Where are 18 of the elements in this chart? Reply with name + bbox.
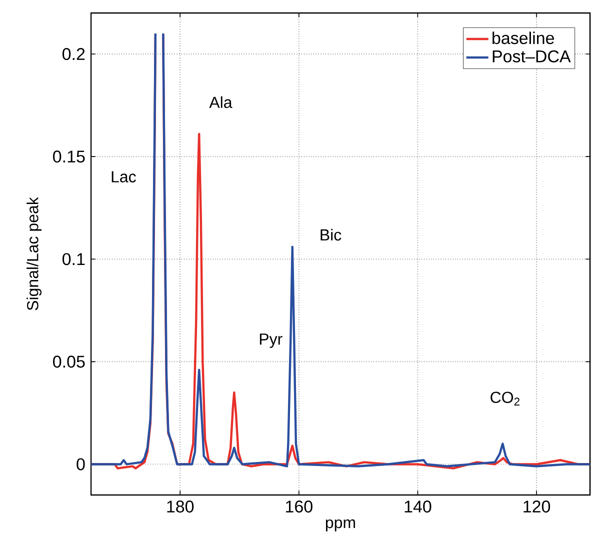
y-axis-title: Signal/Lac peak — [26, 197, 42, 310]
y-tick-label: 0.05 — [53, 356, 85, 368]
legend-label: Post–DCA — [492, 50, 571, 62]
y-tick-label: 0.1 — [62, 253, 85, 266]
annotation: Bic — [320, 228, 342, 241]
x-tick-label: 160 — [286, 500, 312, 513]
y-tick-label: 0 — [76, 458, 85, 470]
legend-label: baseline — [492, 32, 554, 44]
annotation: Lac — [112, 171, 136, 182]
y-tick-label: 0.15 — [53, 150, 85, 163]
y-tick-label: 0.2 — [62, 48, 85, 60]
annotation: Pyr — [260, 334, 282, 348]
x-axis-title: ppm — [326, 519, 355, 532]
x-tick-label: 180 — [167, 500, 194, 513]
annotation: Ala — [209, 96, 232, 108]
x-tick-label: 140 — [404, 500, 432, 513]
x-tick-label: 120 — [524, 500, 550, 513]
annotation: CO$_{2}$ — [490, 392, 520, 406]
